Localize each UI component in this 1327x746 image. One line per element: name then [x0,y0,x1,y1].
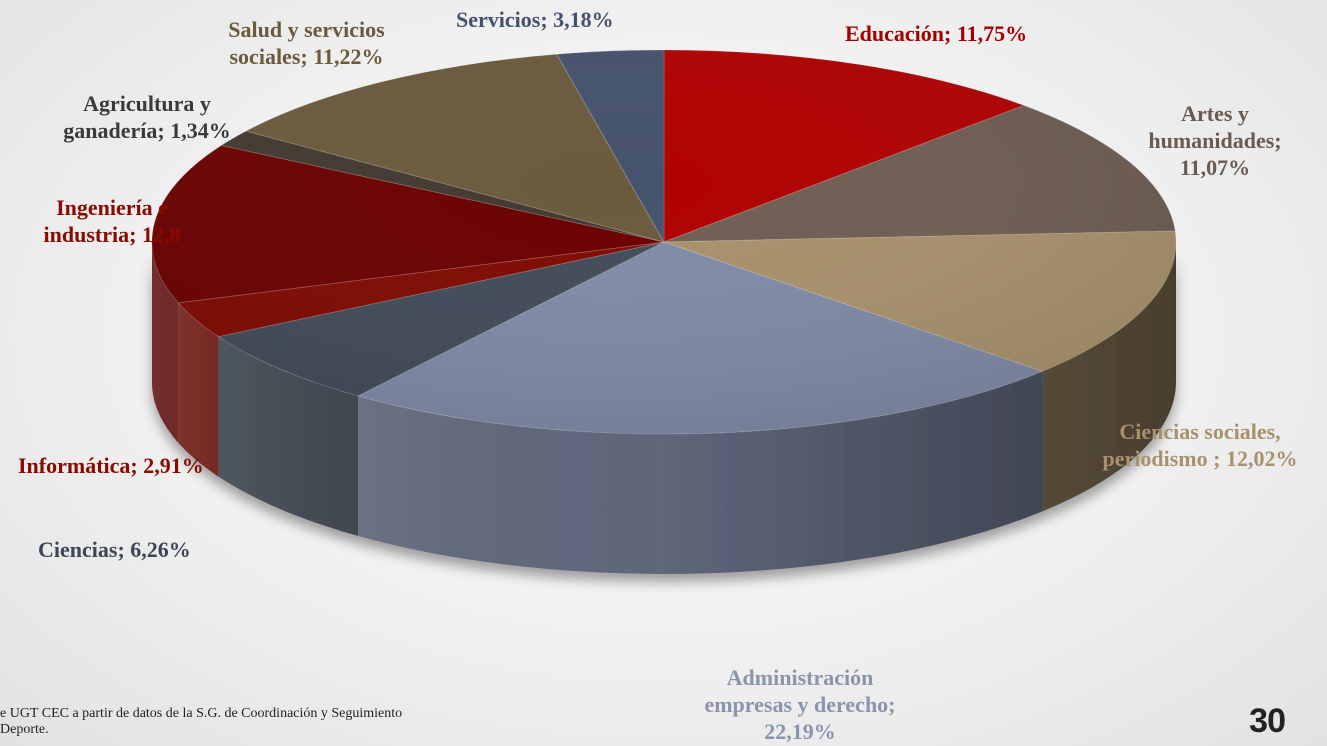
label-informatica: Informática; 2,91% [18,452,204,479]
source-note-line1: e UGT CEC a partir de datos de la S.G. d… [0,706,403,721]
source-note: e UGT CEC a partir de datos de la S.G. d… [0,706,402,738]
pie-side-shading [152,242,1176,574]
label-administracion-line3: 22,19% [764,719,836,744]
pie-top-shading [152,50,1176,434]
label-artes-line2: humanidades; [1148,128,1282,153]
label-ciencias-sociales-line1: Ciencias sociales, [1119,419,1281,444]
label-administracion: Administración empresas y derecho; 22,19… [650,664,950,745]
label-agricultura-line2: ganadería; 1,34% [63,118,231,143]
label-educacion-line: Educación; 11,75% [845,21,1028,46]
label-servicios: Servicios; 3,18% [456,6,614,33]
label-ciencias-sociales: Ciencias sociales, periodismo ; 12,02% [1080,418,1320,472]
label-agricultura: Agricultura y ganadería; 1,34% [42,90,252,144]
label-educacion: Educación; 11,75% [845,20,1027,47]
label-artes-line1: Artes y [1181,101,1249,126]
label-administracion-line1: Administración [726,665,874,690]
label-salud: Salud y servicios sociales; 11,22% [204,16,409,70]
label-ciencias-line: Ciencias; 6,26% [38,537,191,562]
label-ciencias: Ciencias; 6,26% [38,536,191,563]
source-note-line2: Deporte. [0,722,49,737]
page-number: 30 [1249,702,1286,740]
label-agricultura-line1: Agricultura y [83,91,211,116]
label-ingenieria: Ingeniería e industria; 12,8 [12,194,212,248]
label-artes-line3: 11,07% [1179,155,1251,180]
label-artes-humanidades: Artes y humanidades; 11,07% [1115,100,1315,181]
label-ingenieria-line1: Ingeniería e [56,195,168,220]
label-administracion-line2: empresas y derecho; [704,692,896,717]
label-salud-line1: Salud y servicios [228,17,385,42]
label-ciencias-sociales-line2: periodismo ; 12,02% [1102,446,1298,471]
label-ingenieria-line2: industria; 12,8 [43,222,181,247]
label-salud-line2: sociales; 11,22% [229,44,384,69]
label-informatica-line: Informática; 2,91% [18,453,204,478]
label-servicios-line: Servicios; 3,18% [456,7,614,32]
